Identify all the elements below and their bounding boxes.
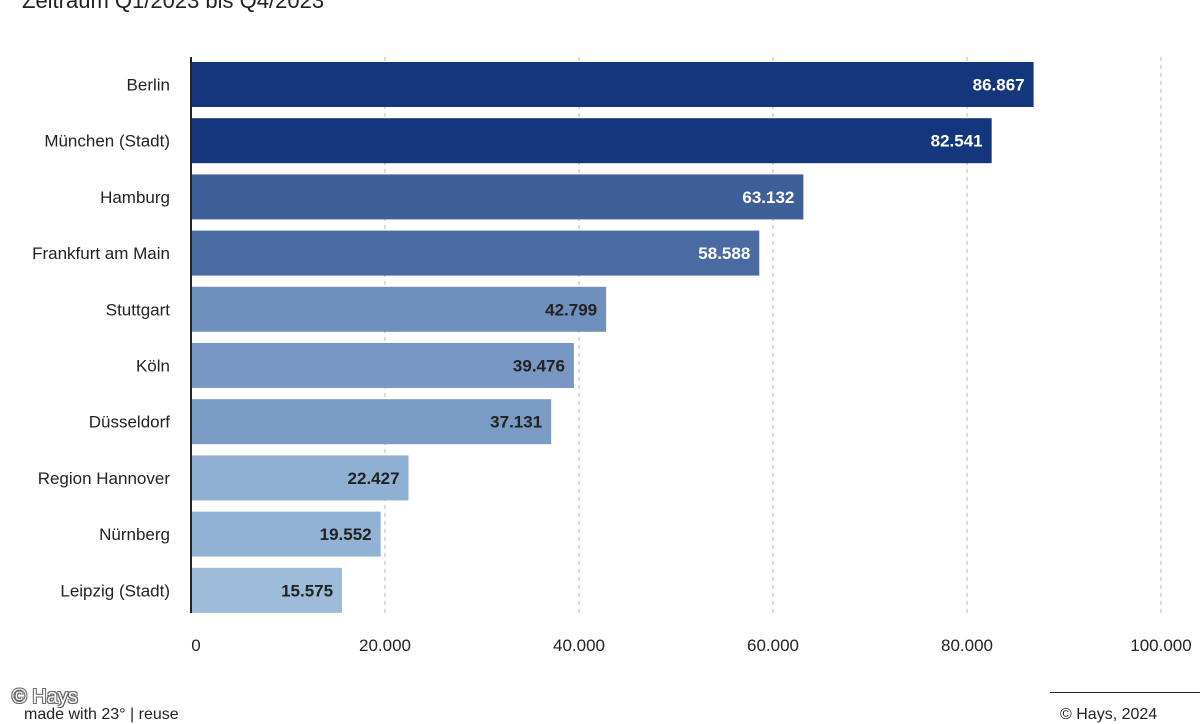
category-label: Hamburg — [100, 188, 170, 207]
x-tick-label: 100.000 — [1130, 636, 1191, 655]
value-label: 86.867 — [973, 76, 1025, 95]
bar[interactable] — [191, 567, 343, 613]
value-label: 19.552 — [320, 525, 372, 544]
value-label: 82.541 — [931, 132, 983, 151]
category-label: Köln — [136, 357, 170, 376]
x-tick-label: 40.000 — [553, 636, 605, 655]
bar[interactable] — [191, 62, 1034, 107]
bar[interactable] — [191, 455, 409, 501]
value-label: 22.427 — [348, 469, 400, 488]
category-label: Berlin — [127, 76, 170, 95]
bar[interactable] — [191, 286, 607, 332]
value-label: 37.131 — [490, 413, 542, 432]
category-label: Nürnberg — [99, 525, 170, 544]
value-label: 15.575 — [281, 581, 333, 600]
category-label: München (Stadt) — [44, 132, 170, 151]
copyright-divider — [1050, 692, 1200, 693]
x-tick-label: 20.000 — [359, 636, 411, 655]
bar[interactable] — [191, 343, 574, 388]
category-label: Leipzig (Stadt) — [60, 581, 170, 600]
bar[interactable] — [191, 118, 992, 164]
value-label: 39.476 — [513, 357, 565, 376]
chart-subtitle: Zeitraum Q1/2023 bis Q4/2023 — [22, 0, 325, 13]
copyright-text: © Hays, 2024 — [1060, 706, 1158, 723]
category-label: Düsseldorf — [89, 413, 171, 432]
x-tick-label: 0 — [191, 636, 200, 655]
x-tick-label: 60.000 — [747, 636, 799, 655]
category-label: Region Hannover — [38, 469, 171, 488]
value-label: 63.132 — [742, 188, 794, 207]
value-label: 58.588 — [698, 244, 750, 263]
bar[interactable] — [191, 174, 804, 220]
hays-watermark: © Hays — [12, 686, 78, 708]
bar[interactable] — [191, 230, 760, 276]
made-with-link[interactable]: made with 23° | reuse — [24, 706, 179, 723]
bar[interactable] — [191, 511, 381, 557]
x-tick-label: 80.000 — [941, 636, 993, 655]
category-label: Stuttgart — [106, 300, 171, 319]
category-label: Frankfurt am Main — [32, 244, 170, 263]
value-label: 42.799 — [545, 300, 597, 319]
bar[interactable] — [191, 399, 552, 445]
